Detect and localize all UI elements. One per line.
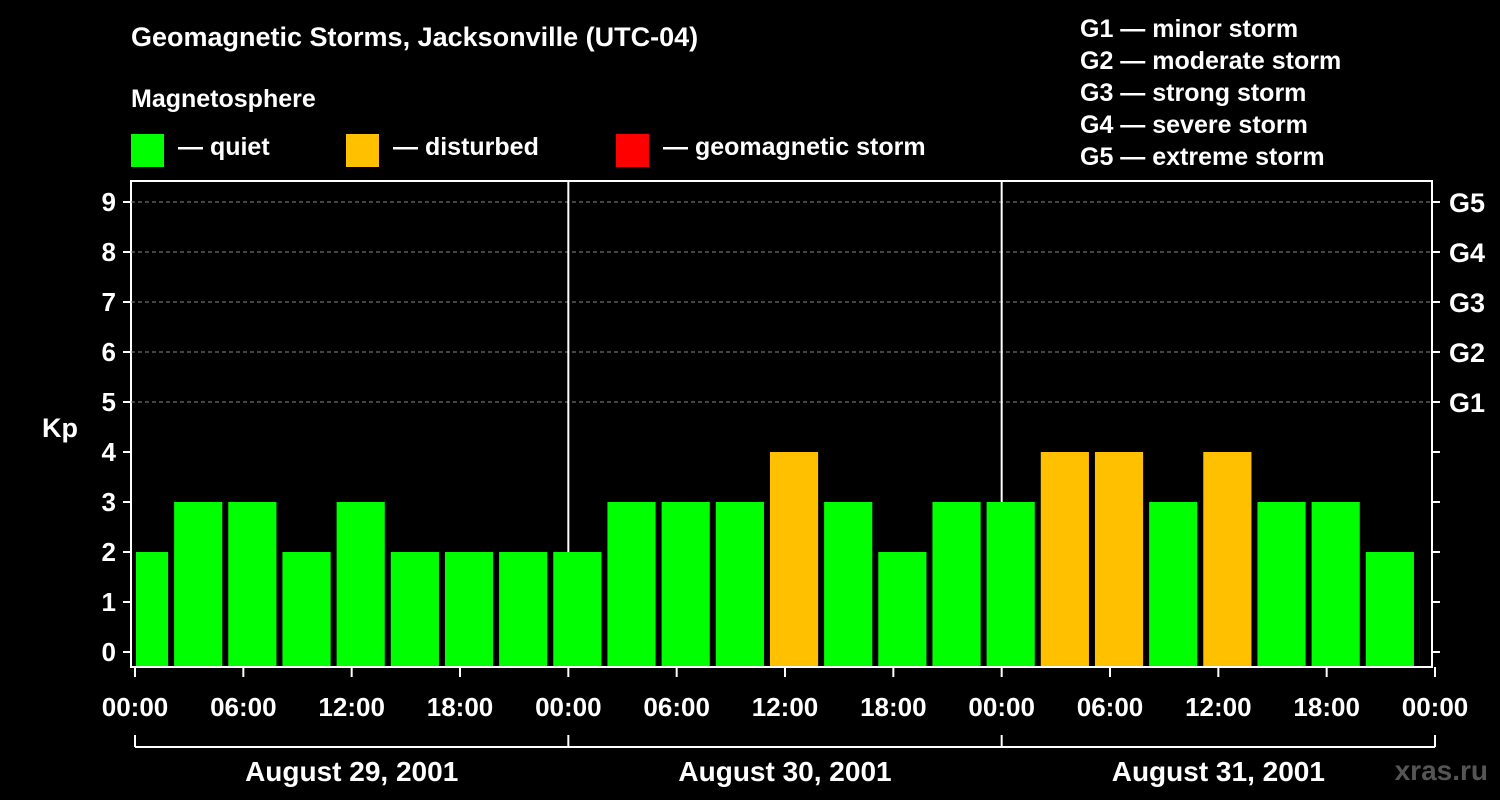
kp-bar [336, 502, 385, 666]
x-tick-label: 06:00 [210, 692, 277, 722]
g-scale-label: G4 [1449, 238, 1485, 268]
x-tick-label: 12:00 [318, 692, 385, 722]
kp-bar [136, 552, 169, 666]
x-tick-label: 00:00 [535, 692, 602, 722]
kp-bar [444, 552, 494, 666]
g-scale-label: G3 [1449, 288, 1485, 318]
legend-swatch-disturbed [346, 134, 379, 167]
y-tick-label: 3 [102, 487, 116, 517]
kp-bar [174, 502, 223, 666]
y-tick-label: 6 [102, 337, 116, 367]
kp-bar [1094, 452, 1144, 666]
y-tick-label: 8 [102, 237, 116, 267]
day-label: August 31, 2001 [1112, 756, 1325, 787]
kp-bar [607, 502, 656, 666]
kp-bar [1040, 452, 1089, 666]
kp-bar [499, 552, 548, 666]
x-tick-label: 00:00 [968, 692, 1035, 722]
x-tick-label: 00:00 [1402, 692, 1469, 722]
y-tick-label: 2 [102, 537, 116, 567]
x-tick-label: 18:00 [860, 692, 927, 722]
kp-bar [1257, 502, 1306, 666]
legend-title: Magnetosphere [131, 85, 316, 113]
x-tick-label: 12:00 [1185, 692, 1252, 722]
legend-label-disturbed: — disturbed [393, 133, 539, 161]
kp-bar [878, 552, 927, 666]
g-scale-label: G2 [1449, 338, 1485, 368]
y-tick-label: 4 [102, 437, 117, 467]
day-label: August 29, 2001 [245, 756, 458, 787]
kp-bar [228, 502, 277, 666]
x-tick-label: 12:00 [752, 692, 819, 722]
storm-scale-g3: G3 — strong storm [1080, 79, 1307, 107]
g-scale-label: G5 [1449, 188, 1485, 218]
plot-frame [130, 180, 1433, 668]
storm-scale-g5: G5 — extreme storm [1080, 143, 1325, 171]
kp-bar [1203, 452, 1252, 666]
x-tick-label: 18:00 [427, 692, 494, 722]
kp-bar [1365, 552, 1414, 666]
chart-title: Geomagnetic Storms, Jacksonville (UTC-04… [131, 22, 699, 52]
g-scale-label: G1 [1449, 388, 1485, 418]
kp-bar [824, 502, 873, 666]
storm-scale-g2: G2 — moderate storm [1080, 47, 1342, 75]
x-tick-label: 06:00 [1077, 692, 1144, 722]
y-tick-label: 1 [102, 587, 116, 617]
kp-bar [932, 502, 981, 666]
y-tick-label: 7 [102, 287, 116, 317]
kp-bar [1311, 502, 1360, 666]
y-axis-label: Kp [42, 413, 78, 443]
kp-bar [1149, 502, 1198, 666]
day-label: August 30, 2001 [678, 756, 891, 787]
storm-scale-g4: G4 — severe storm [1080, 111, 1308, 139]
kp-bar [661, 502, 710, 666]
x-tick-label: 18:00 [1293, 692, 1360, 722]
watermark: xras.ru [1394, 755, 1488, 786]
kp-bar [282, 552, 331, 666]
kp-bar [986, 502, 1035, 666]
legend-label-storm: — geomagnetic storm [663, 133, 926, 161]
y-tick-label: 0 [102, 637, 116, 667]
x-tick-label: 06:00 [643, 692, 710, 722]
legend-label-quiet: — quiet [178, 133, 270, 161]
y-tick-label: 5 [102, 387, 116, 417]
kp-bar [553, 552, 602, 666]
kp-bar [390, 552, 439, 666]
kp-bar [715, 502, 764, 666]
y-tick-label: 9 [102, 187, 116, 217]
storm-scale-g1: G1 — minor storm [1080, 15, 1299, 43]
kp-bar [769, 452, 819, 666]
x-tick-label: 00:00 [102, 692, 169, 722]
legend-swatch-quiet [131, 134, 164, 167]
legend-swatch-storm [616, 134, 649, 167]
